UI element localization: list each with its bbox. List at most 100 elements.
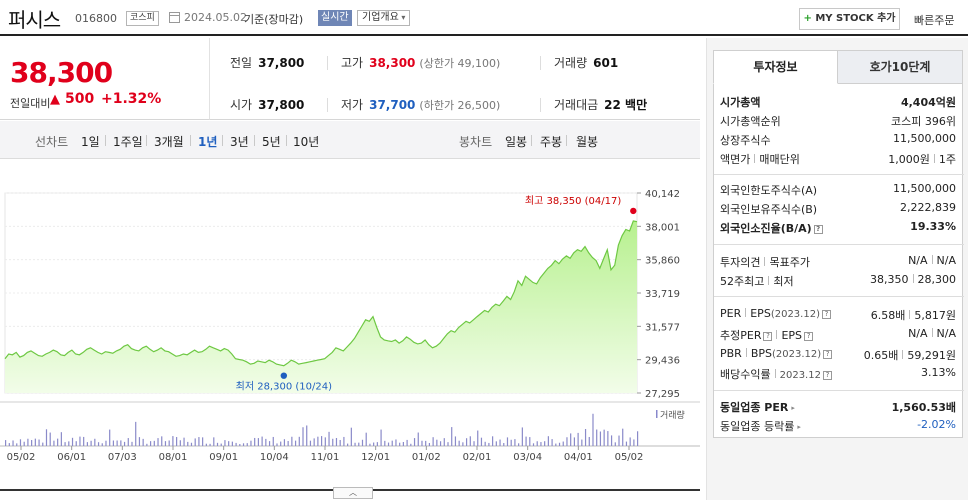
- my-stock-add-button[interactable]: + MY STOCK 추가: [799, 8, 900, 30]
- volume-bar: [12, 440, 14, 446]
- volume-bar: [105, 440, 107, 446]
- x-tick-label: 01/02: [412, 452, 441, 463]
- volume-bar: [547, 436, 549, 446]
- volume-bar: [101, 443, 103, 446]
- volume-bar: [558, 442, 561, 446]
- volume-bar: [425, 440, 427, 446]
- high-price: 고가 38,300 (상한가 49,100): [341, 56, 501, 70]
- x-tick-label: 10/04: [260, 452, 289, 463]
- volume-bar: [480, 437, 483, 446]
- stock-code: 016800: [75, 12, 117, 25]
- candle-weekly[interactable]: 주봉: [540, 135, 563, 149]
- volume-bar: [369, 443, 371, 446]
- volume-bar: [622, 428, 624, 446]
- volume-bar: [465, 438, 468, 446]
- volume-bar: [354, 442, 356, 446]
- volume-bar: [421, 440, 423, 446]
- volume-bar: [16, 443, 18, 446]
- volume-bar: [618, 435, 620, 446]
- volume-bar: [49, 432, 51, 446]
- volume-bar: [138, 437, 141, 446]
- prev-close: 전일 37,800: [230, 56, 305, 70]
- volume-bar: [142, 438, 144, 446]
- help-icon[interactable]: ?: [813, 225, 823, 234]
- x-tick-label: 09/01: [209, 452, 238, 463]
- volume-bar: [328, 431, 330, 446]
- volume-bar: [332, 438, 334, 446]
- industry-per-row: 동일업종 PER ▸ 1,560.53배: [720, 401, 956, 414]
- volume-bar: [183, 437, 185, 446]
- foreign-hold-row: 외국인보유주식수(B) 2,222,839: [720, 201, 956, 216]
- volume-bar: [581, 439, 583, 446]
- volume-bar: [23, 441, 25, 446]
- volume-bar: [570, 433, 572, 446]
- volume-bar: [488, 442, 490, 446]
- volume-bar: [187, 441, 189, 446]
- realtime-button[interactable]: 실시간: [318, 10, 352, 26]
- help-icon[interactable]: ?: [821, 310, 831, 319]
- volume-bar: [306, 425, 308, 446]
- period-5y[interactable]: 5년: [262, 135, 281, 149]
- my-stock-label: MY STOCK 추가: [815, 13, 896, 24]
- help-icon[interactable]: ?: [804, 332, 814, 341]
- volume-bar: [469, 436, 471, 446]
- low-annotation: 최저 28,300 (10/24): [236, 381, 332, 393]
- company-info-dropdown[interactable]: 기업개요: [357, 10, 411, 26]
- arrow-right-icon[interactable]: ▸: [797, 423, 801, 431]
- volume-bar: [228, 441, 230, 446]
- quick-order-link[interactable]: 빠른주문: [914, 14, 955, 27]
- volume-bar: [343, 436, 345, 446]
- volume-bar: [8, 443, 10, 446]
- candle-daily[interactable]: 일봉: [505, 135, 528, 149]
- period-1w[interactable]: 1주일: [113, 135, 143, 149]
- period-3m[interactable]: 3개월: [154, 135, 184, 149]
- volume-bar: [454, 436, 457, 446]
- volume-bar: [34, 438, 36, 446]
- candle-monthly[interactable]: 월봉: [576, 135, 599, 149]
- week52-row: 52주최고 최저 38,350 28,300: [720, 273, 956, 288]
- volume-bar: [510, 439, 512, 446]
- help-icon[interactable]: ?: [822, 371, 832, 380]
- volume-bar: [566, 437, 568, 446]
- volume-bar: [365, 432, 367, 446]
- foreign-rate-row: 외국인소진율(B/A)? 19.33%: [720, 220, 956, 235]
- period-3y[interactable]: 3년: [230, 135, 249, 149]
- volume-bar: [495, 441, 497, 446]
- help-icon[interactable]: ?: [763, 332, 773, 341]
- volume-bar: [317, 436, 319, 446]
- high-marker: [630, 207, 637, 215]
- volume-bar: [109, 429, 111, 446]
- pbr-bps-row: PBR BPS(2023.12)? 0.65배 59,291원: [720, 347, 956, 362]
- volume-bar: [164, 441, 167, 446]
- volume-bar: [127, 438, 129, 446]
- volume-bar: [287, 440, 289, 446]
- volume-bar: [294, 440, 297, 446]
- change-rate: +1.32%: [101, 91, 162, 107]
- tab-invest-info[interactable]: 투자정보: [713, 50, 838, 84]
- line-chart-label: 선차트: [35, 135, 69, 149]
- foreign-limit-row: 외국인한도주식수(A) 11,500,000: [720, 182, 956, 197]
- volume-bar: [250, 440, 252, 446]
- est-per-row: 추정PER? EPS? N/A N/A: [720, 327, 956, 342]
- volume-bar: [123, 441, 126, 446]
- right-panel: 투자정보 호가10단계 시가총액 4,404억원 시가총액순위 코스피 396위 상…: [706, 38, 968, 500]
- volume-bar: [116, 440, 118, 446]
- y-tick-label: 40,142: [645, 189, 680, 200]
- arrow-right-icon[interactable]: ▸: [791, 404, 795, 412]
- x-tick-label: 12/01: [361, 452, 390, 463]
- volume-bar: [202, 437, 204, 446]
- stock-header: 퍼시스 016800 코스피 2024.05.02 기준(장마감) 실시간 기업…: [0, 0, 968, 36]
- volume-bar: [577, 432, 579, 446]
- period-10y[interactable]: 10년: [293, 135, 320, 149]
- volume-bar: [503, 443, 505, 446]
- volume-bar: [309, 440, 312, 446]
- volume-bar: [376, 442, 378, 446]
- period-1y[interactable]: 1년: [198, 135, 218, 149]
- collapse-button[interactable]: ︿: [333, 487, 373, 499]
- help-icon[interactable]: ?: [823, 350, 833, 359]
- period-1d[interactable]: 1일: [81, 135, 100, 149]
- tab-hoga-10[interactable]: 호가10단계: [838, 50, 963, 84]
- volume-bar: [280, 441, 282, 446]
- volume-bar: [135, 421, 137, 446]
- volume-bar: [149, 441, 152, 446]
